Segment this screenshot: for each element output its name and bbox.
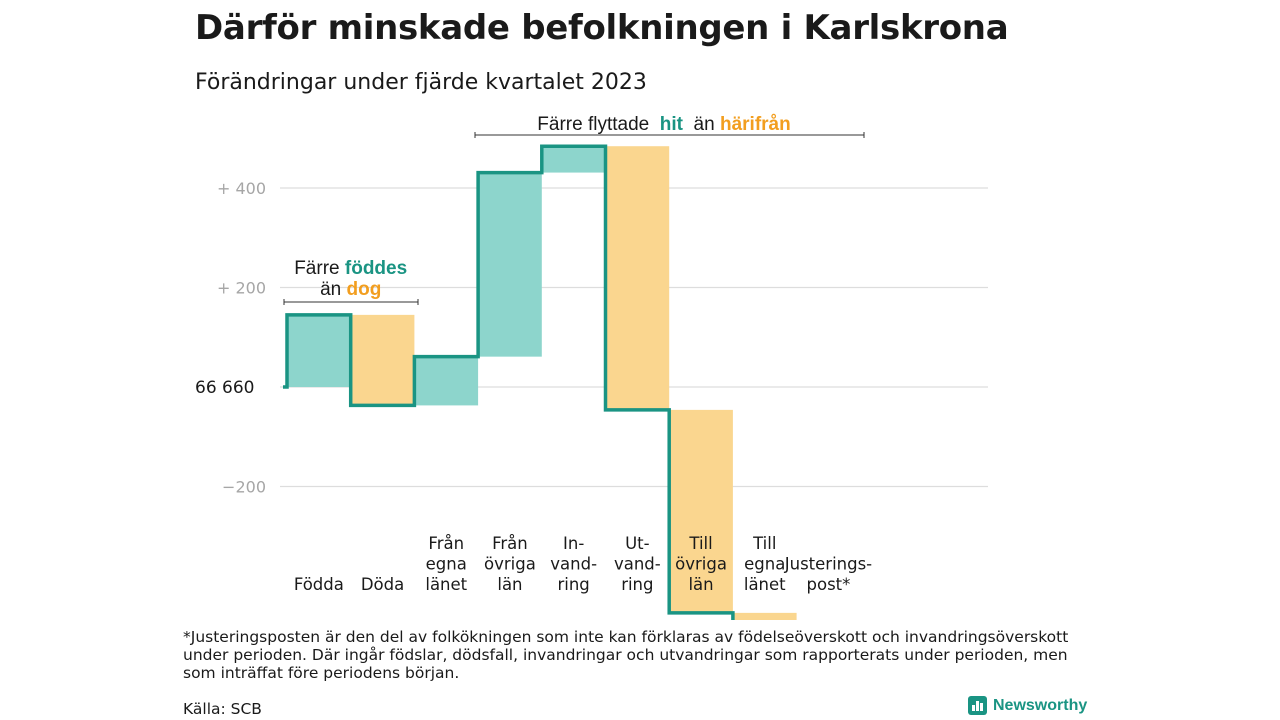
group-annotation-label: än dog xyxy=(320,279,381,300)
x-category-label: Döda xyxy=(361,575,404,594)
waterfall-bar xyxy=(414,356,479,406)
start-value-label: 66 660 xyxy=(195,378,254,398)
waterfall-bar xyxy=(541,146,606,173)
x-category-label: länet xyxy=(744,575,786,594)
y-tick-label: −200 xyxy=(222,478,266,497)
source-label: Källa: SCB xyxy=(183,700,262,718)
waterfall-bar xyxy=(478,172,542,357)
x-category-label: övriga xyxy=(484,555,536,574)
footnote: *Justeringsposten är den del av folkökni… xyxy=(183,628,1069,682)
x-category-label: Från xyxy=(428,534,464,553)
x-category-label: Ut- xyxy=(625,534,650,553)
waterfall-bar xyxy=(605,146,670,410)
x-category-label: egna xyxy=(426,555,467,574)
waterfall-bar xyxy=(732,612,797,620)
x-category-label: län xyxy=(688,575,713,594)
x-category-label: post* xyxy=(807,575,851,594)
x-category-label: länet xyxy=(425,575,467,594)
newsworthy-logo: Newsworthy xyxy=(968,696,1087,715)
x-category-label: Till xyxy=(752,534,776,553)
waterfall-bar xyxy=(350,314,415,406)
newsworthy-logo-icon xyxy=(968,696,987,715)
chart-subtitle: Förändringar under fjärde kvartalet 2023 xyxy=(195,70,647,95)
x-category-label: Till xyxy=(688,534,712,553)
x-category-label: övriga xyxy=(675,555,727,574)
waterfall-bar xyxy=(287,314,351,387)
x-category-label: Från xyxy=(492,534,528,553)
logo-text: Newsworthy xyxy=(993,696,1088,714)
x-category-label: vand- xyxy=(550,555,597,574)
cumulative-step-line xyxy=(283,144,735,620)
x-category-label: In- xyxy=(563,534,584,553)
x-category-label: vand- xyxy=(614,555,661,574)
x-category-label: ring xyxy=(621,575,653,594)
group-annotation-label: Färre föddes xyxy=(294,258,407,279)
group-annotation-label: Färre flyttade hit än härifrån xyxy=(537,114,790,135)
x-category-label: län xyxy=(497,575,522,594)
waterfall-bar xyxy=(669,409,733,613)
x-category-label: ring xyxy=(557,575,589,594)
y-tick-label: + 200 xyxy=(217,279,266,298)
chart-title: Därför minskade befolkningen i Karlskron… xyxy=(195,8,1009,48)
x-category-label: Justerings- xyxy=(784,555,872,574)
x-category-label: egna xyxy=(744,555,785,574)
y-tick-label: + 400 xyxy=(217,179,266,198)
x-category-label: Födda xyxy=(294,575,344,594)
